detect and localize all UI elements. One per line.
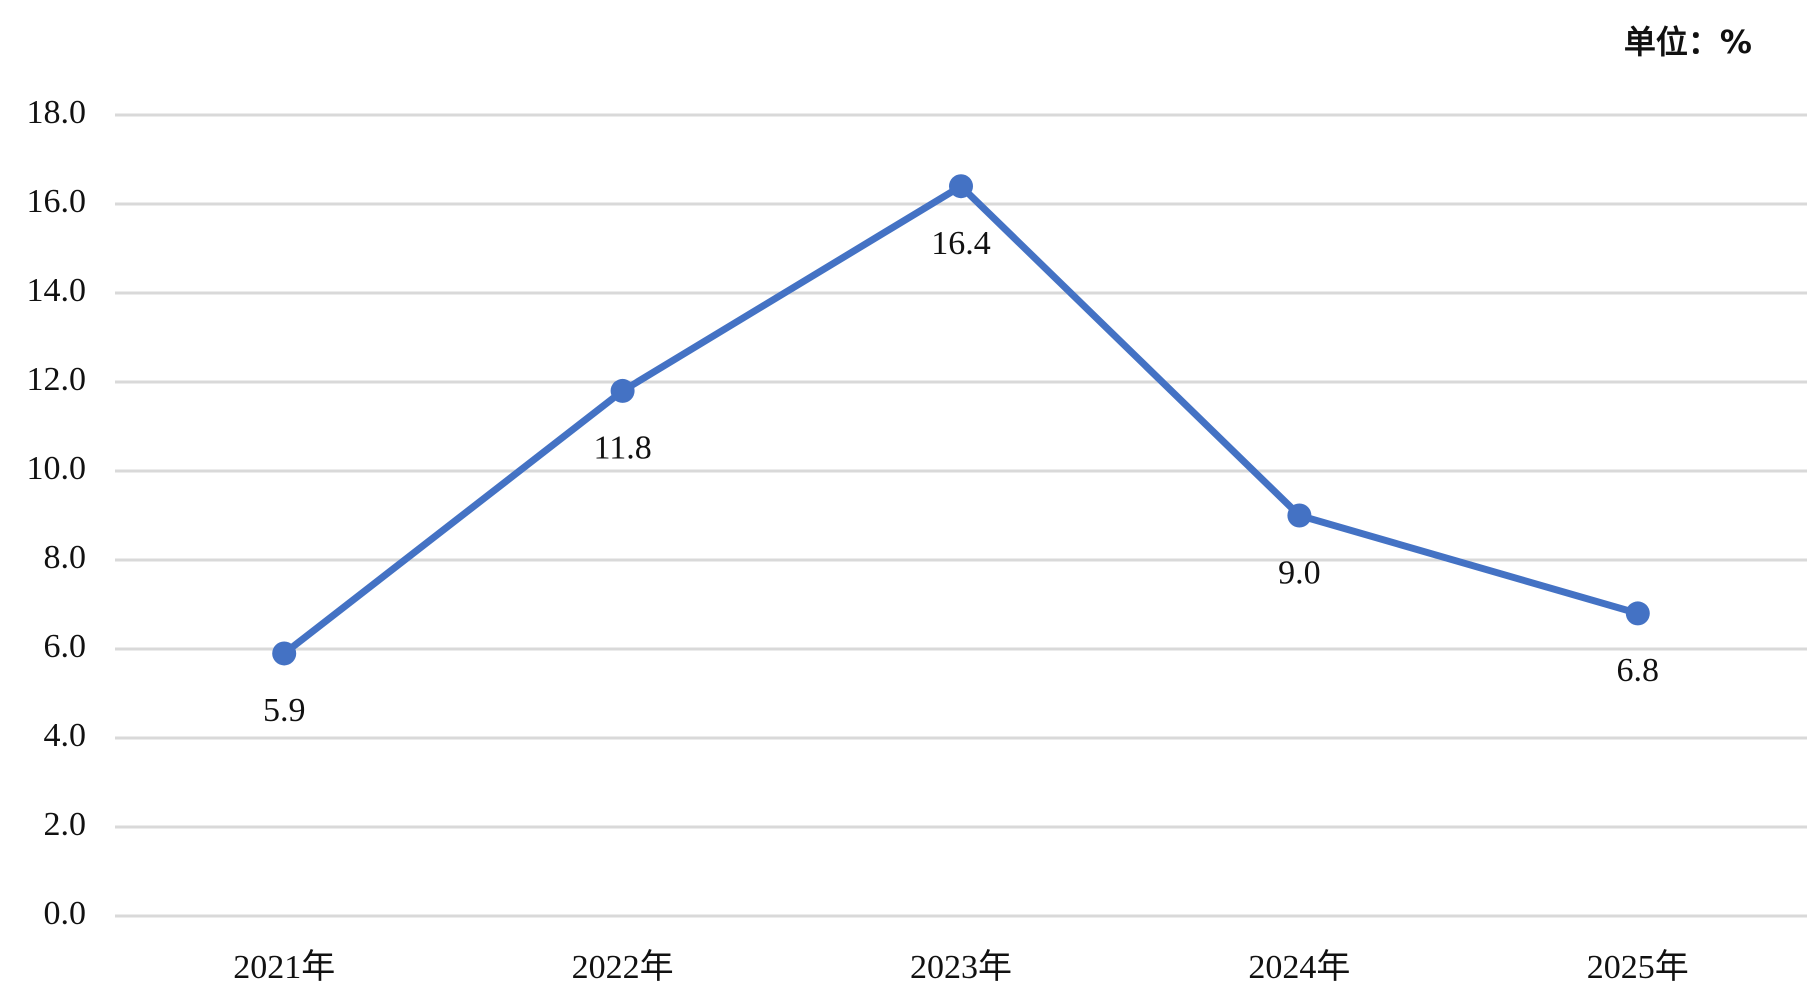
point bbox=[949, 174, 973, 199]
y-tick-label: 12.0 bbox=[27, 361, 87, 398]
value-label: 9.0 bbox=[1278, 554, 1321, 591]
y-tick-label: 10.0 bbox=[27, 450, 87, 487]
y-tick-label: 8.0 bbox=[44, 539, 87, 576]
unit-label: 单位：% bbox=[1624, 23, 1752, 61]
y-tick-label: 14.0 bbox=[27, 272, 87, 309]
x-tick-label: 2022年 bbox=[572, 948, 674, 986]
y-tick-label: 16.0 bbox=[27, 183, 87, 220]
point bbox=[272, 641, 297, 666]
value-label: 5.9 bbox=[263, 692, 306, 729]
x-tick-label: 2023年 bbox=[910, 948, 1012, 986]
value-label: 6.8 bbox=[1617, 652, 1660, 689]
x-tick-label: 2024年 bbox=[1248, 948, 1350, 986]
x-tick-label: 2025年 bbox=[1587, 948, 1689, 986]
value-label: 11.8 bbox=[593, 430, 651, 467]
x-tick-label: 2021年 bbox=[233, 948, 335, 986]
y-tick-label: 4.0 bbox=[44, 717, 87, 754]
y-tick-label: 0.0 bbox=[44, 895, 87, 932]
value-label: 16.4 bbox=[931, 225, 991, 262]
y-tick-label: 2.0 bbox=[44, 806, 87, 843]
point bbox=[610, 378, 635, 403]
y-tick-label: 6.0 bbox=[44, 628, 87, 665]
y-tick-label: 18.0 bbox=[27, 94, 87, 131]
point bbox=[1625, 601, 1650, 626]
point bbox=[1287, 503, 1312, 528]
